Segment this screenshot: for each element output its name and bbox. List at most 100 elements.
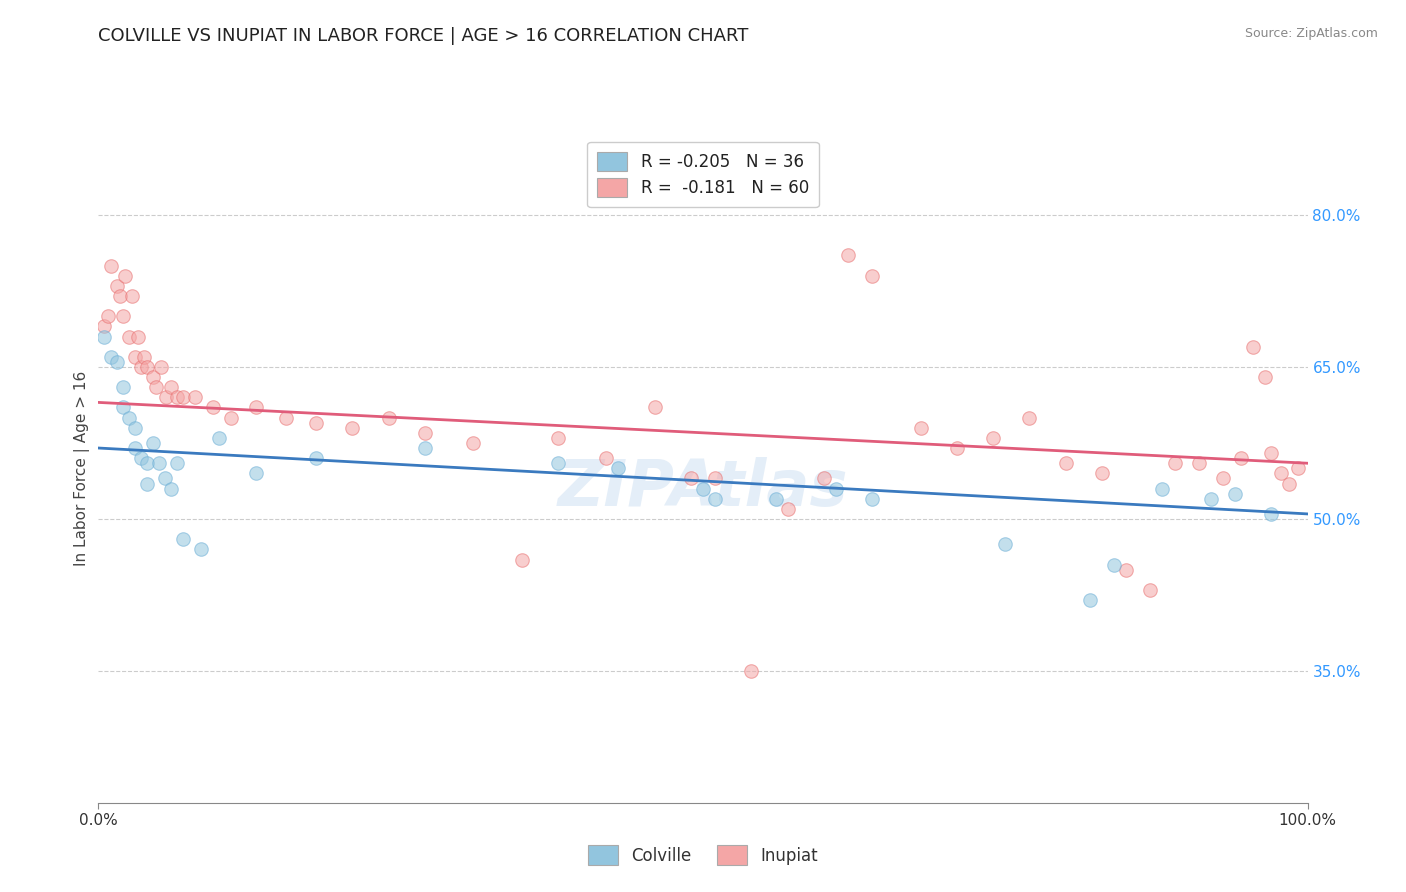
Point: [547, 431, 569, 445]
Point: [202, 401, 225, 415]
Point: [105, 278, 128, 293]
Point: [994, 537, 1017, 551]
Point: [121, 289, 143, 303]
Point: [342, 421, 364, 435]
Point: [1152, 482, 1174, 496]
Point: [245, 467, 267, 481]
Point: [413, 441, 436, 455]
Point: [1115, 563, 1137, 577]
Point: [245, 401, 267, 415]
Point: [1286, 461, 1309, 475]
Text: Source: ZipAtlas.com: Source: ZipAtlas.com: [1244, 27, 1378, 40]
Point: [1223, 486, 1246, 500]
Point: [305, 451, 328, 466]
Point: [108, 289, 131, 303]
Point: [142, 436, 165, 450]
Point: [153, 471, 176, 485]
Point: [118, 410, 141, 425]
Point: [1212, 471, 1234, 485]
Point: [1270, 467, 1292, 481]
Point: [377, 410, 399, 425]
Point: [413, 425, 436, 440]
Point: [135, 359, 157, 374]
Point: [1260, 507, 1282, 521]
Point: [134, 350, 156, 364]
Point: [547, 456, 569, 470]
Point: [1078, 593, 1101, 607]
Point: [704, 471, 727, 485]
Point: [172, 390, 194, 404]
Point: [142, 370, 165, 384]
Point: [129, 451, 152, 466]
Point: [155, 390, 177, 404]
Point: [100, 350, 122, 364]
Point: [124, 441, 146, 455]
Point: [463, 436, 485, 450]
Point: [607, 461, 630, 475]
Point: [100, 259, 122, 273]
Point: [837, 248, 859, 262]
Point: [910, 421, 932, 435]
Point: [740, 664, 762, 678]
Point: [93, 319, 115, 334]
Point: [1018, 410, 1040, 425]
Point: [111, 401, 134, 415]
Point: [825, 482, 848, 496]
Point: [135, 456, 157, 470]
Point: [860, 268, 883, 283]
Point: [127, 329, 149, 343]
Point: [1188, 456, 1211, 470]
Point: [160, 482, 183, 496]
Point: [1139, 582, 1161, 597]
Text: COLVILLE VS INUPIAT IN LABOR FORCE | AGE > 16 CORRELATION CHART: COLVILLE VS INUPIAT IN LABOR FORCE | AGE…: [98, 27, 749, 45]
Point: [765, 491, 787, 506]
Point: [93, 329, 115, 343]
Point: [150, 359, 173, 374]
Point: [111, 380, 134, 394]
Point: [166, 456, 188, 470]
Point: [946, 441, 969, 455]
Point: [860, 491, 883, 506]
Point: [510, 552, 533, 566]
Point: [813, 471, 835, 485]
Point: [1163, 456, 1185, 470]
Point: [1241, 340, 1264, 354]
Point: [1278, 476, 1301, 491]
Point: [124, 421, 146, 435]
Point: [190, 542, 212, 557]
Point: [981, 431, 1004, 445]
Point: [184, 390, 207, 404]
Point: [105, 355, 128, 369]
Legend: Colville, Inupiat: Colville, Inupiat: [578, 836, 828, 875]
Point: [114, 268, 136, 283]
Point: [129, 359, 152, 374]
Point: [1102, 558, 1125, 572]
Point: [1254, 370, 1277, 384]
Point: [124, 350, 146, 364]
Point: [776, 501, 799, 516]
Point: [644, 401, 666, 415]
Point: [172, 533, 194, 547]
Point: [692, 482, 714, 496]
Point: [221, 410, 243, 425]
Point: [166, 390, 188, 404]
Point: [704, 491, 727, 506]
Point: [145, 380, 167, 394]
Point: [1054, 456, 1077, 470]
Point: [595, 451, 617, 466]
Point: [1260, 446, 1282, 460]
Point: [160, 380, 183, 394]
Point: [305, 416, 328, 430]
Point: [111, 310, 134, 324]
Point: [274, 410, 297, 425]
Point: [208, 431, 231, 445]
Point: [97, 310, 120, 324]
Point: [148, 456, 170, 470]
Point: [1230, 451, 1253, 466]
Y-axis label: In Labor Force | Age > 16: In Labor Force | Age > 16: [75, 371, 90, 566]
Point: [679, 471, 702, 485]
Point: [1199, 491, 1222, 506]
Point: [1091, 467, 1114, 481]
Point: [135, 476, 157, 491]
Point: [118, 329, 141, 343]
